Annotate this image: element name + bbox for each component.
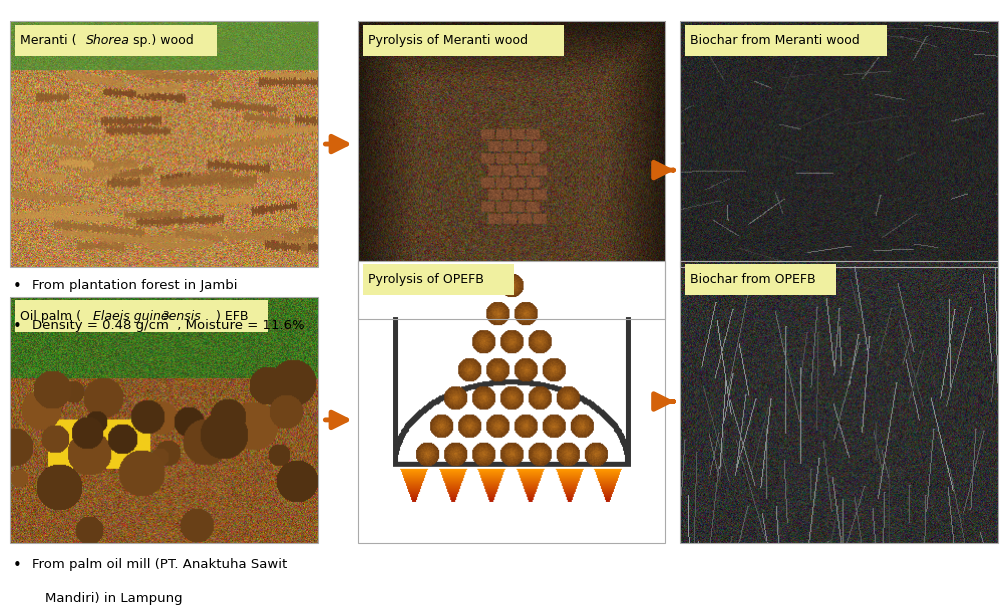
Bar (685, 264, 837, 295)
Text: , Moisture = 11.6%: , Moisture = 11.6% (172, 319, 304, 332)
Bar (685, 25, 887, 56)
Bar (363, 25, 564, 56)
Text: From plantation forest in Jambi: From plantation forest in Jambi (32, 279, 238, 292)
Bar (363, 264, 514, 295)
Text: Shorea: Shorea (86, 34, 129, 47)
Bar (10, 21, 318, 267)
Text: Oil palm (: Oil palm ( (20, 310, 82, 323)
Text: Biochar from OPEFB: Biochar from OPEFB (690, 273, 816, 286)
Text: •: • (13, 319, 22, 333)
Text: Pyrolysis of OPEFB: Pyrolysis of OPEFB (368, 273, 484, 286)
Text: Pyrolysis of Meranti wood: Pyrolysis of Meranti wood (368, 34, 528, 47)
Text: Meranti (: Meranti ( (20, 34, 77, 47)
Text: sp.) wood: sp.) wood (129, 34, 194, 47)
Bar (680, 261, 998, 543)
Bar (15, 25, 217, 56)
Bar (680, 21, 998, 267)
Text: •: • (13, 279, 22, 294)
Text: Density = 0.48 g/cm: Density = 0.48 g/cm (32, 319, 169, 332)
Text: Biochar from Meranti wood: Biochar from Meranti wood (690, 34, 860, 47)
Text: Elaeis guineensis: Elaeis guineensis (93, 310, 201, 323)
Bar (358, 21, 665, 319)
Text: 3: 3 (162, 311, 169, 321)
Text: ) EFB: ) EFB (216, 310, 249, 323)
Text: From palm oil mill (PT. Anaktuha Sawit: From palm oil mill (PT. Anaktuha Sawit (32, 558, 287, 571)
Text: •: • (13, 558, 22, 573)
Text: Mandiri) in Lampung: Mandiri) in Lampung (45, 592, 183, 604)
Bar (358, 261, 665, 543)
Bar (10, 297, 318, 543)
Bar (15, 300, 267, 332)
